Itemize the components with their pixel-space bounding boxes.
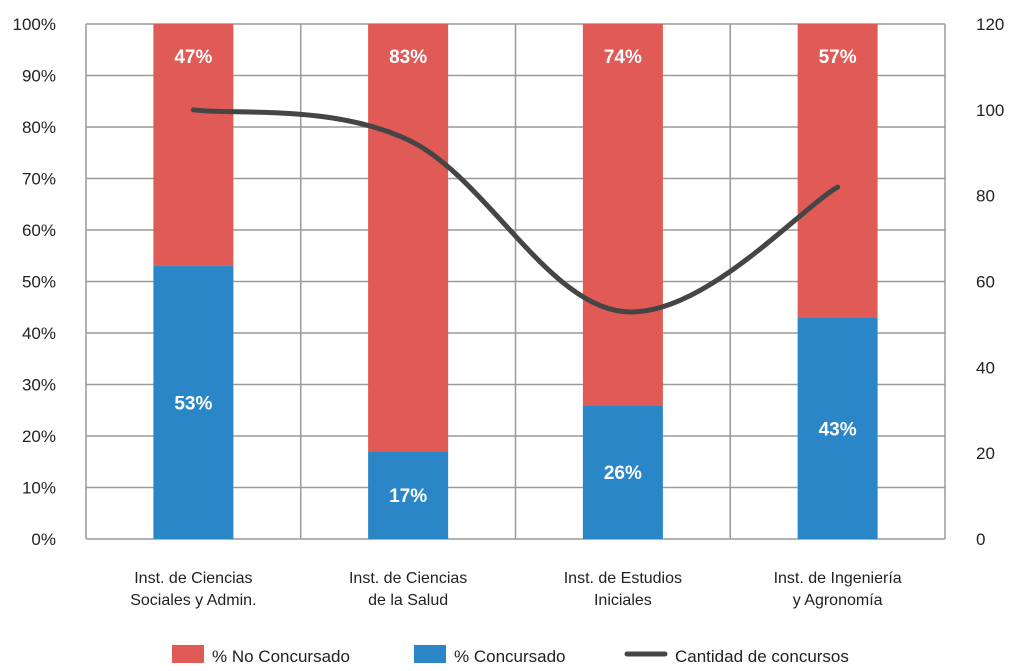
y-left-tick-label: 40% <box>22 324 56 343</box>
y-left-tick-label: 70% <box>22 170 56 189</box>
category-label: Inst. de Estudios <box>564 570 682 587</box>
category-label: Inst. de Ciencias <box>134 570 252 587</box>
bar-segment <box>797 24 878 318</box>
y-axis-left: 0% 10% 20% 30% 40% 50% 60% 70% 80% 90% 100% <box>13 15 56 549</box>
legend-swatch <box>172 645 204 663</box>
category-label: Inst. de Ingeniería <box>774 570 902 587</box>
legend: % No Concursado % Concursado Cantidad de c… <box>172 645 849 666</box>
bar-data-label: 17% <box>389 486 427 507</box>
bar-segment <box>153 24 234 267</box>
y-right-tick-label: 120 <box>976 15 1004 34</box>
bar-segment <box>368 24 449 452</box>
bars: 53% 47% 17% 83% 26% 74% 43% 57% <box>153 24 878 539</box>
legend-label: % Concursado <box>454 647 566 666</box>
bar-segment <box>582 24 663 406</box>
y-left-tick-label: 10% <box>22 479 56 498</box>
y-right-tick-label: 20 <box>976 444 995 463</box>
bar-data-label: 43% <box>819 419 857 440</box>
category-label: Iniciales <box>594 592 652 609</box>
category-label: Sociales y Admin. <box>130 592 256 609</box>
bar-segment <box>582 405 663 539</box>
bar-segment <box>153 266 234 539</box>
bar-data-label: 26% <box>604 463 642 484</box>
x-axis-categories: Inst. de Ciencias Sociales y Admin. Inst. … <box>130 570 902 609</box>
category-label: Inst. de Ciencias <box>349 570 467 587</box>
category-label: y Agronomía <box>793 592 883 609</box>
y-left-tick-label: 60% <box>22 221 56 240</box>
y-right-tick-label: 60 <box>976 273 995 292</box>
bar-segment <box>368 451 449 539</box>
y-right-tick-label: 80 <box>976 187 995 206</box>
legend-swatch <box>414 645 446 663</box>
bar-segment <box>797 317 878 539</box>
bar-data-label: 47% <box>174 47 212 68</box>
bar-data-label: 83% <box>389 47 427 68</box>
bar-data-label: 57% <box>819 47 857 68</box>
y-left-tick-label: 50% <box>22 273 56 292</box>
bar-data-label: 53% <box>174 394 212 415</box>
y-right-tick-label: 100 <box>976 101 1004 120</box>
category-label: de la Salud <box>368 592 448 609</box>
y-left-tick-label: 90% <box>22 67 56 86</box>
y-left-tick-label: 0% <box>31 530 56 549</box>
y-left-tick-label: 20% <box>22 427 56 446</box>
legend-label: Cantidad de concursos <box>675 647 849 666</box>
line-series-path <box>190 107 841 315</box>
legend-label: % No Concursado <box>212 647 350 666</box>
y-left-tick-label: 30% <box>22 376 56 395</box>
y-left-tick-label: 80% <box>22 118 56 137</box>
y-left-tick-label: 100% <box>13 15 56 34</box>
bar-data-label: 74% <box>604 47 642 68</box>
y-right-tick-label: 40 <box>976 358 995 377</box>
line-series <box>190 107 841 315</box>
y-right-tick-label: 0 <box>976 530 985 549</box>
y-axis-right: 0 20 40 60 80 100 120 <box>976 15 1004 549</box>
